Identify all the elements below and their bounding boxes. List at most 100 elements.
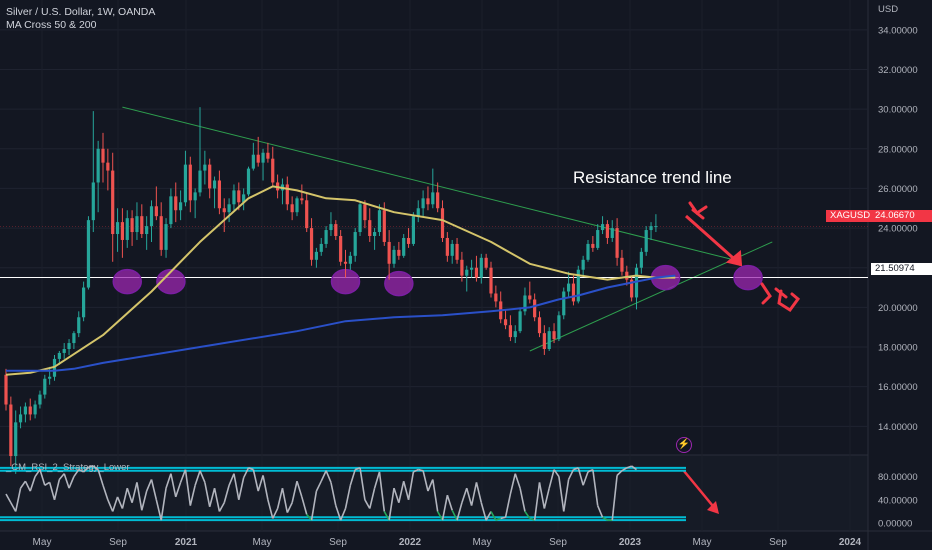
rsi-segment — [558, 476, 565, 512]
last-price-tag: 24.06670 — [871, 210, 932, 222]
rsi-segment — [509, 473, 517, 495]
rsi-segment — [160, 488, 167, 521]
candle-body — [605, 224, 609, 238]
candle-body — [319, 243, 323, 252]
x-axis: May Sep 2021 May Sep 2022 May Sep 2023 May Sep 2024 — [33, 537, 862, 548]
candle-body — [198, 170, 202, 193]
x-tick-label: Sep — [109, 537, 127, 548]
rsi-segment — [306, 513, 313, 521]
candle-body — [120, 222, 124, 240]
candle-body — [470, 267, 474, 270]
candle-body — [484, 257, 488, 268]
rsi-segment — [228, 473, 235, 486]
resistance-trend-line — [122, 106, 734, 261]
currency-label: USD — [878, 4, 899, 15]
rsi-segment — [29, 476, 36, 492]
rsi-segment — [107, 499, 114, 512]
rsi-y-axis: 80.00000 40.00000 0.00000 — [878, 472, 918, 530]
rsi-segment — [199, 470, 206, 483]
rsi-segment — [582, 471, 589, 486]
candle-body — [528, 295, 532, 300]
candle-body — [43, 378, 47, 395]
indicator-label: MA Cross 50 & 200 — [6, 19, 97, 31]
rsi-segment — [378, 471, 386, 512]
rsi-segment — [368, 487, 376, 509]
rsi-segment — [485, 511, 492, 521]
candle-body — [654, 226, 658, 228]
rsi-segment — [616, 470, 623, 476]
rsi-segment — [286, 502, 293, 513]
candle-body — [33, 404, 37, 415]
candle-body — [382, 210, 386, 242]
rsi-segment — [44, 481, 51, 486]
candle-body — [300, 198, 304, 201]
candle-body — [179, 202, 183, 211]
rsi-segment — [480, 502, 487, 521]
rsi-segment — [126, 487, 133, 503]
candle-body — [183, 164, 188, 203]
candle-body — [222, 208, 226, 213]
candle-body — [18, 414, 23, 423]
rsi-segment — [364, 499, 371, 509]
candle-body — [426, 198, 430, 205]
rsi-segment — [179, 469, 187, 483]
candle-body — [23, 406, 27, 415]
touch-marker — [112, 268, 142, 295]
rsi-segment — [155, 499, 162, 521]
rsi-segment — [213, 488, 221, 512]
rsi-segment — [543, 487, 550, 509]
candle-body — [125, 218, 129, 240]
candle-body — [513, 331, 517, 338]
candle-body — [62, 349, 66, 353]
rsi-segment — [456, 502, 463, 521]
rsi-segment — [184, 469, 192, 506]
symbol-tag: XAGUSD — [826, 210, 875, 222]
candle-body — [339, 236, 343, 262]
candle-body — [145, 226, 149, 235]
candle-body — [305, 200, 309, 229]
rsi-segment — [208, 487, 216, 508]
candle-body — [537, 317, 542, 334]
x-tick-label: 2024 — [839, 537, 862, 548]
rsi-tick-label: 40.00000 — [878, 495, 918, 506]
rsi-segment — [39, 469, 46, 486]
rsi-segment — [170, 473, 177, 498]
candle-body — [402, 237, 406, 256]
lightning-icon[interactable]: ⚡ — [676, 437, 692, 453]
candle-body — [38, 394, 42, 405]
candle-body — [329, 224, 333, 231]
candle-body — [14, 422, 18, 457]
candle-body — [96, 148, 100, 183]
rsi-segment — [611, 475, 618, 521]
rsi-segment — [465, 487, 473, 506]
rsi-segment — [587, 468, 594, 473]
rsi-panel — [0, 465, 686, 522]
rsi-segment — [500, 516, 506, 520]
candle-body — [266, 152, 270, 159]
rsi-segment — [233, 473, 240, 500]
rsi-segment — [131, 482, 138, 503]
rsi-segment — [248, 467, 254, 471]
forecast-arrow-shaft — [685, 214, 742, 267]
candle-body — [237, 190, 241, 203]
candle-body — [261, 152, 265, 163]
touch-marker — [733, 264, 763, 291]
candle-body — [639, 251, 643, 268]
candle-body — [508, 325, 512, 338]
rsi-segment — [529, 517, 535, 521]
rsi-segment — [553, 469, 560, 478]
candle-body — [567, 283, 571, 292]
rsi-segment — [573, 467, 579, 471]
rsi-segment — [252, 469, 259, 492]
candle-body — [450, 243, 454, 256]
y-tick-label: 30.00000 — [878, 105, 918, 116]
candle-body — [411, 216, 415, 244]
candle-body — [251, 154, 255, 169]
rsi-segment — [422, 470, 429, 492]
rsi-segment — [136, 482, 143, 511]
x-tick-label: Sep — [769, 537, 787, 548]
candle-body — [445, 237, 449, 256]
rsi-segment — [242, 467, 250, 479]
rsi-segment — [418, 468, 424, 472]
rsi-segment — [562, 479, 570, 512]
